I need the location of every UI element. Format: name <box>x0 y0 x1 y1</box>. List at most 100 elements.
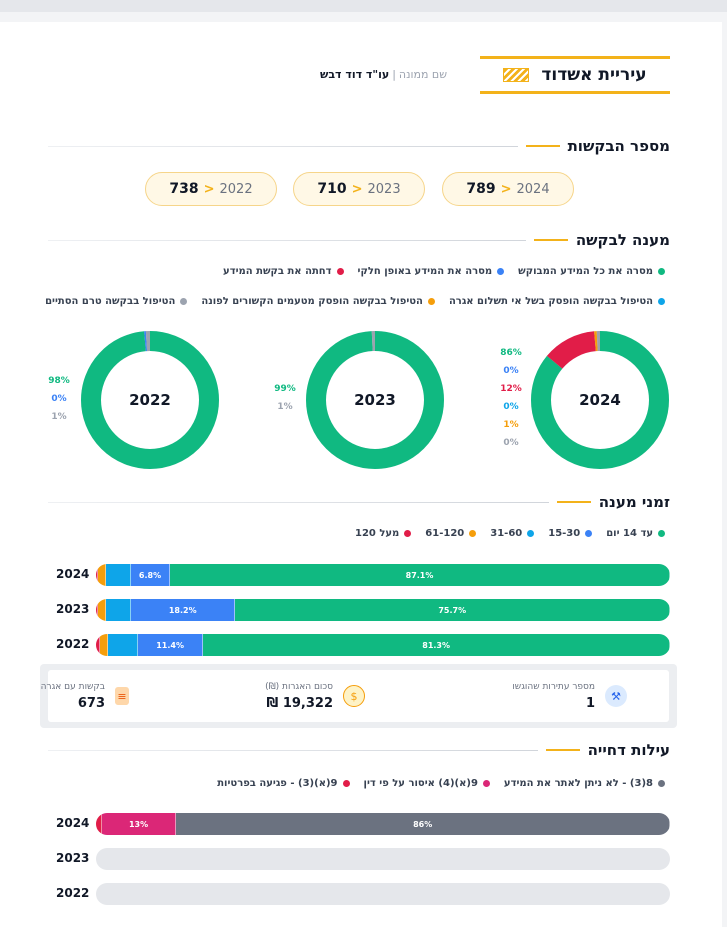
bar-segment <box>97 599 106 621</box>
pill-count: 738 <box>169 181 199 197</box>
coin-icon: $ <box>343 685 365 707</box>
bar-segment: 81.3% <box>203 634 670 656</box>
percent-label: 99% <box>274 384 296 394</box>
legend-dot-icon <box>427 298 435 305</box>
section-accent <box>533 239 568 241</box>
donut-chart <box>306 331 444 469</box>
donut-year: 2022 <box>129 391 171 409</box>
legend-item: עד 14 יום <box>606 528 665 539</box>
legend-label: 15-30 <box>548 528 581 539</box>
bar-year: 2024 <box>56 567 90 581</box>
stat-label: בקשות עם אגרה <box>40 681 105 692</box>
stat-value: 1 <box>585 695 595 711</box>
officer-info: שם ממונה|עו"ד דוד דבש <box>320 68 447 81</box>
legend-label: הטיפול בבקשה הופסק בשל אי תשלום אגרה <box>448 296 653 307</box>
bar-segment <box>100 634 109 656</box>
section-title: מספר הבקשות <box>567 137 670 155</box>
donut-year: 2023 <box>354 391 396 409</box>
city-title: עיריית אשדוד <box>541 65 647 85</box>
section-requests: מספר הבקשות <box>48 136 670 156</box>
bar-year: 2023 <box>56 602 90 616</box>
percent-label: 1% <box>503 420 519 430</box>
times-row-2024: 2024 6.8% 87.1% <box>56 564 670 586</box>
percent-label: 98% <box>48 376 70 386</box>
bar-segment <box>96 564 98 586</box>
donut-slice <box>306 331 444 469</box>
legend-item: מסרה את המידע באופן חלקי <box>358 266 505 277</box>
donut-slice <box>531 331 669 469</box>
pill-arrow: > <box>203 181 215 197</box>
donut-2024-percentages: 86% 0% 12% 0% 1% 0% <box>496 344 526 452</box>
document-icon: ≡ <box>115 687 129 705</box>
percent-label: 0% <box>503 438 519 448</box>
pill-year: 2022 <box>219 181 253 197</box>
bar-segment: 6.8% <box>131 564 171 586</box>
bar-segment: 11.4% <box>137 634 204 656</box>
legend-item: הטיפול בבקשה הופסק מטעמים הקשורים לפונה <box>201 296 435 307</box>
officer-label: שם ממונה <box>398 68 448 81</box>
rejections-row-2022: 2022 <box>56 883 670 905</box>
legend-item: 9(א)(3) - פגיעה בפרטיות <box>217 778 350 789</box>
requests-pill-2024: 789 > 2024 <box>442 172 574 206</box>
donut-2023-percentages: 99% 1% <box>270 380 300 416</box>
top-bar <box>0 0 727 12</box>
legend-label: 61-120 <box>425 528 465 539</box>
response-legend-row2: הטיפול בבקשה הופסק בשל אי תשלום אגרה הטי… <box>45 296 665 307</box>
stacked-bar: 13% 86% <box>96 813 670 835</box>
response-legend-row1: מסרה את כל המידע המבוקש מסרה את המידע בא… <box>223 266 665 277</box>
legend-label: הטיפול בבקשה הופסק מטעמים הקשורים לפונה <box>201 296 423 307</box>
legend-dot-icon <box>180 298 188 305</box>
stat-value: 673 <box>77 695 105 711</box>
legend-item: דחתה את בקשת המידע <box>223 266 344 277</box>
times-row-2022: 2022 11.4% 81.3% <box>56 634 670 656</box>
legend-item: 9(א)(4) איסור על פי דין <box>364 778 490 789</box>
pill-year: 2024 <box>516 181 550 197</box>
percent-label: 12% <box>500 384 522 394</box>
officer-name: עו"ד דוד דבש <box>320 68 390 81</box>
bar-segment: 75.7% <box>235 599 670 621</box>
officer-separator: | <box>392 68 396 81</box>
legend-label: דחתה את בקשת המידע <box>223 266 332 277</box>
legend-item: 61-120 <box>425 528 477 539</box>
percent-label: 0% <box>51 394 67 404</box>
section-accent <box>525 145 560 147</box>
legend-dot-icon <box>658 780 665 787</box>
bar-segment: 87.1% <box>170 564 670 586</box>
percent-label: 1% <box>51 412 67 422</box>
legend-label: מעל 120 <box>354 528 400 539</box>
legend-dot-icon <box>342 780 350 787</box>
bar-segment <box>97 564 106 586</box>
section-rule <box>48 749 538 751</box>
rejections-row-2024: 2024 13% 86% <box>56 813 670 835</box>
donut-2023: 2023 <box>305 330 445 470</box>
legend-item: 31-60 <box>490 528 535 539</box>
bar-year: 2022 <box>56 886 90 900</box>
bar-year: 2022 <box>56 637 90 651</box>
bar-segment: 13% <box>101 813 177 835</box>
pill-count: 789 <box>466 181 496 197</box>
pill-year: 2023 <box>367 181 401 197</box>
legend-label: הטיפול בבקשה טרם הסתיים <box>45 296 176 307</box>
stat-label: מספר עתירות שהוגשו <box>512 681 595 692</box>
stat-petitions: ⚒ מספר עתירות שהוגשו 1 <box>512 674 627 718</box>
donut-chart <box>81 331 219 469</box>
legend-label: 9(א)(4) איסור על פי דין <box>363 778 478 789</box>
report-card: עיריית אשדוד שם ממונה|עו"ד דוד דבש מספר … <box>0 22 722 927</box>
legend-label: מסרה את כל המידע המבוקש <box>518 266 653 277</box>
legend-dot-icon <box>482 780 490 787</box>
legend-label: מסרה את המידע באופן חלקי <box>357 266 493 277</box>
legend-item: 15-30 <box>548 528 593 539</box>
section-accent <box>556 501 591 503</box>
percent-label: 0% <box>503 366 519 376</box>
stacked-bar: 11.4% 81.3% <box>96 634 670 656</box>
section-rule <box>48 145 518 147</box>
legend-dot-icon <box>527 530 535 537</box>
requests-pill-2023: 710 > 2023 <box>293 172 425 206</box>
legend-label: 9(א)(3) - פגיעה בפרטיות <box>217 778 338 789</box>
legend-item: מסרה את כל המידע המבוקש <box>518 266 665 277</box>
stacked-bar <box>96 883 670 905</box>
section-accent <box>545 749 580 751</box>
donut-2022-percentages: 98% 0% 1% <box>44 372 74 426</box>
bar-segment <box>96 813 102 835</box>
rejections-legend: 8(3) - לא ניתן לאתר את המידע 9(א)(4) איס… <box>217 778 665 789</box>
